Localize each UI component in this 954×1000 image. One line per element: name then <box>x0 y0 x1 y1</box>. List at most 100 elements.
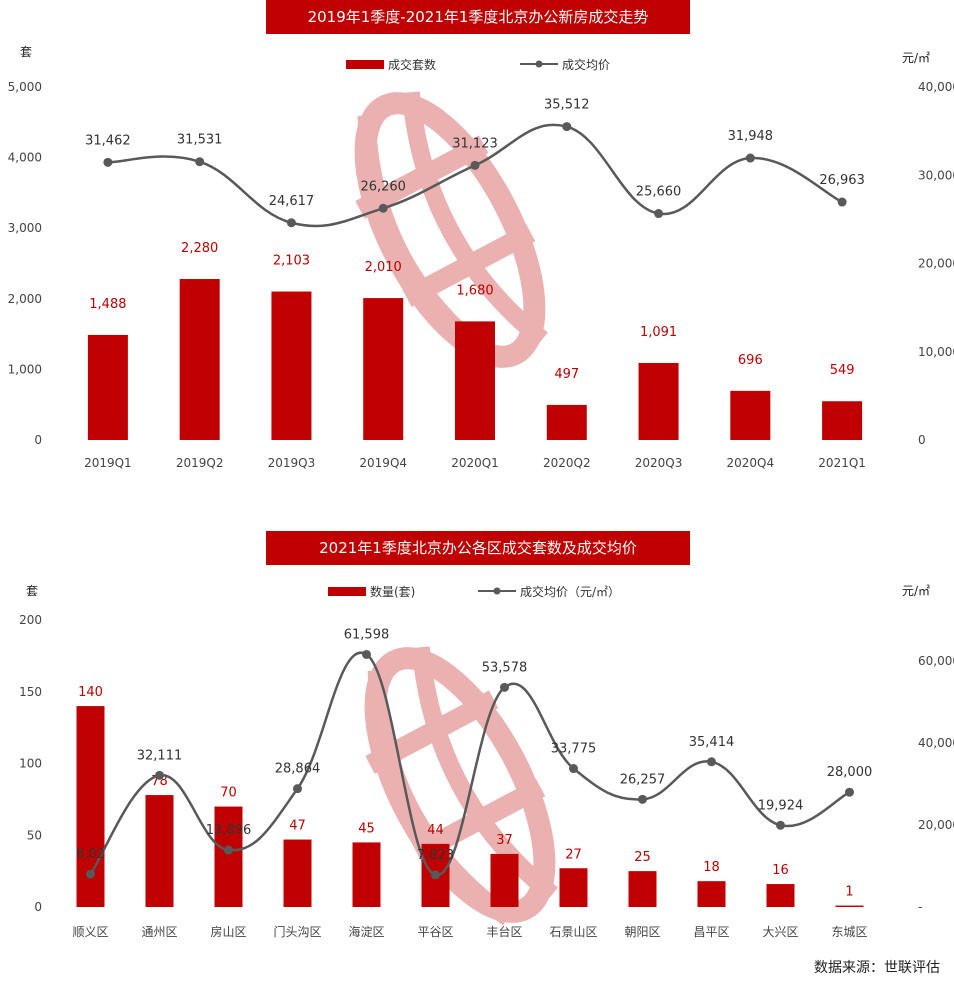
c2-bar-东城区 <box>835 905 864 907</box>
c1-bar-value-label: 1,488 <box>89 297 126 312</box>
c2-left-tick-label: 0 <box>34 900 42 914</box>
chart1-legend-line-marker <box>535 60 543 68</box>
c2-bar-value-label: 16 <box>772 863 789 878</box>
c1-left-tick-label: 2,000 <box>8 292 42 306</box>
c2-price-label: 19,924 <box>758 798 804 813</box>
c1-price-point <box>654 209 664 219</box>
c1-bar-2020Q3 <box>638 362 679 440</box>
c1-price-label: 31,948 <box>728 129 774 144</box>
c1-bar-2019Q1 <box>87 334 128 440</box>
c2-price-point <box>638 794 647 804</box>
c2-price-point <box>431 870 440 880</box>
chart2-legend-bar-swatch <box>328 587 366 596</box>
c2-price-label: 8,02 <box>76 847 105 862</box>
c1-bar-2020Q4 <box>730 390 771 440</box>
c1-price-point <box>837 197 847 207</box>
chart2-legend-bar-label: 数量(套) <box>370 584 415 599</box>
c2-bar-门头沟区 <box>283 839 312 907</box>
c1-right-tick-label: 20,000 <box>918 257 954 271</box>
c1-bar-2021Q1 <box>822 401 863 440</box>
c1-bar-2019Q2 <box>179 279 220 440</box>
c2-category-label: 门头沟区 <box>273 924 321 939</box>
c2-bar-石景山区 <box>559 868 588 907</box>
c1-bar-value-label: 2,280 <box>181 241 218 256</box>
c1-right-tick-label: 10,000 <box>918 345 954 359</box>
c1-price-label: 26,260 <box>360 179 406 194</box>
c2-bar-value-label: 140 <box>78 685 103 700</box>
c1-left-tick-label: 1,000 <box>8 362 42 376</box>
c2-bar-value-label: 47 <box>289 819 306 834</box>
c1-category-label: 2020Q2 <box>543 456 591 470</box>
chart2-left-axis-unit: 套 <box>26 584 38 598</box>
c1-price-point <box>378 203 388 213</box>
c1-price-point <box>286 218 296 228</box>
c2-bar-value-label: 27 <box>565 847 582 862</box>
c2-price-point <box>362 649 371 659</box>
c1-left-tick-label: 4,000 <box>8 151 42 165</box>
c2-bar-丰台区 <box>490 853 519 907</box>
c2-bar-昌平区 <box>697 881 726 907</box>
c1-right-tick-label: 30,000 <box>918 168 954 182</box>
c1-bar-2019Q3 <box>271 291 312 440</box>
c2-bar-大兴区 <box>766 884 795 907</box>
c1-price-point <box>470 160 480 170</box>
c2-price-label: 28,000 <box>827 765 873 780</box>
c1-left-tick-label: 0 <box>34 433 42 447</box>
c1-price-line <box>107 123 843 228</box>
c2-left-tick-label: 50 <box>27 828 42 842</box>
chart1-right-axis-unit: 元/㎡ <box>902 51 930 65</box>
c2-bar-房山区 <box>214 806 243 907</box>
chart1-legend-bar-swatch <box>346 60 384 69</box>
c2-price-label: 32,111 <box>137 748 183 763</box>
c2-price-label: 61,598 <box>344 627 390 642</box>
chart1-legend-line-label: 成交均价 <box>562 57 610 72</box>
c2-category-label: 东城区 <box>831 925 867 939</box>
c2-right-tick-label: 40,000 <box>918 736 954 750</box>
c2-bar-value-label: 37 <box>496 833 513 848</box>
chart1-title-bar <box>266 0 690 34</box>
c2-category-label: 昌平区 <box>693 925 729 939</box>
c2-bar-value-label: 45 <box>358 821 375 836</box>
c1-price-point <box>562 122 572 132</box>
chart2-right-axis-unit: 元/㎡ <box>902 584 930 598</box>
chart2-title: 2021年1季度北京办公各区成交套数及成交均价 <box>319 539 637 557</box>
chart1-legend: 成交套数 成交均价 <box>346 57 610 72</box>
c2-category-label: 平谷区 <box>417 925 453 939</box>
c2-category-label: 顺义区 <box>72 925 108 939</box>
watermark-logo-bottom <box>364 646 558 926</box>
c1-category-label: 2021Q1 <box>818 456 866 470</box>
c2-price-point <box>293 784 302 794</box>
c2-left-tick-label: 100 <box>19 757 42 771</box>
c1-right-tick-label: 40,000 <box>918 80 954 94</box>
c2-bar-通州区 <box>145 795 174 907</box>
c1-category-label: 2020Q1 <box>451 456 499 470</box>
c2-bar-value-label: 70 <box>220 786 237 801</box>
c1-price-label: 31,123 <box>452 136 498 151</box>
c2-price-point <box>569 764 578 774</box>
c2-left-tick-label: 200 <box>19 613 42 627</box>
c1-category-label: 2019Q2 <box>176 456 224 470</box>
c1-bar-2020Q1 <box>455 321 495 440</box>
c2-bar-海淀区 <box>352 842 381 907</box>
c1-price-point <box>195 157 205 167</box>
chart1-left-axis-unit: 套 <box>20 45 32 59</box>
c1-category-label: 2019Q4 <box>359 456 407 470</box>
c1-price-point <box>745 153 755 163</box>
c2-right-tick-label: - <box>918 900 922 914</box>
c2-right-tick-label: 20,000 <box>918 818 954 832</box>
c1-price-label: 24,617 <box>269 194 315 209</box>
c1-category-label: 2019Q1 <box>84 456 132 470</box>
c2-price-point <box>224 845 233 855</box>
c2-category-label: 海淀区 <box>348 924 384 939</box>
c2-category-label: 丰台区 <box>486 924 522 939</box>
c2-category-label: 房山区 <box>210 924 246 939</box>
chart2-legend-line-label: 成交均价（元/㎡） <box>520 584 620 599</box>
c1-bar-value-label: 549 <box>830 363 855 378</box>
c2-right-tick-label: 60,000 <box>918 654 954 668</box>
c1-price-label: 31,462 <box>85 133 131 148</box>
c2-left-tick-label: 150 <box>19 685 42 699</box>
c2-bar-value-label: 25 <box>634 850 651 865</box>
c2-category-label: 大兴区 <box>762 925 798 939</box>
c1-price-label: 31,531 <box>177 133 223 148</box>
c1-left-tick-label: 5,000 <box>8 80 42 94</box>
